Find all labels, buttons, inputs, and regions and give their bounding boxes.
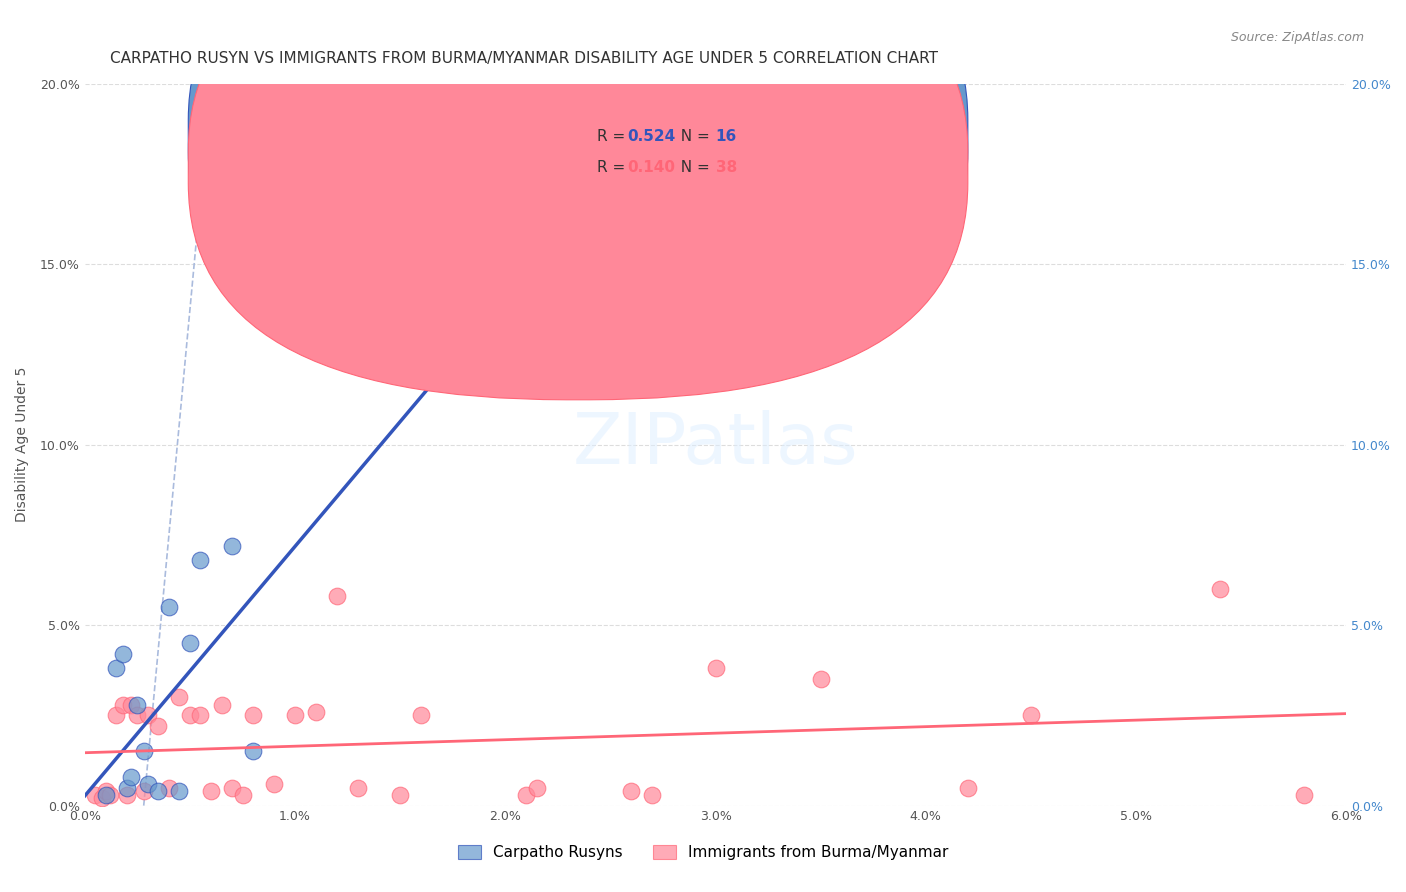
- Point: [120, 698, 142, 712]
- Point: [411, 708, 433, 723]
- Text: 0.140: 0.140: [627, 160, 675, 175]
- Point: [1019, 708, 1042, 723]
- Point: [389, 788, 412, 802]
- Point: [157, 780, 180, 795]
- Point: [326, 589, 349, 603]
- Text: N =: N =: [672, 160, 716, 175]
- Y-axis label: Disability Age Under 5: Disability Age Under 5: [15, 367, 30, 522]
- FancyBboxPatch shape: [546, 95, 880, 195]
- Text: N =: N =: [672, 128, 716, 144]
- Point: [641, 788, 664, 802]
- Text: Source: ZipAtlas.com: Source: ZipAtlas.com: [1230, 31, 1364, 45]
- Point: [115, 780, 138, 795]
- Point: [132, 744, 155, 758]
- Point: [148, 784, 170, 798]
- Point: [704, 661, 727, 675]
- Point: [810, 672, 832, 686]
- Text: R =: R =: [598, 160, 630, 175]
- Text: R =: R =: [598, 128, 630, 144]
- Point: [94, 784, 117, 798]
- Point: [115, 788, 138, 802]
- Point: [157, 600, 180, 615]
- Point: [305, 705, 328, 719]
- Point: [242, 744, 264, 758]
- Point: [111, 647, 134, 661]
- Point: [136, 777, 159, 791]
- Point: [956, 780, 979, 795]
- Point: [127, 708, 149, 723]
- FancyBboxPatch shape: [188, 0, 967, 400]
- Point: [127, 698, 149, 712]
- Text: CARPATHO RUSYN VS IMMIGRANTS FROM BURMA/MYANMAR DISABILITY AGE UNDER 5 CORRELATI: CARPATHO RUSYN VS IMMIGRANTS FROM BURMA/…: [110, 51, 938, 66]
- Point: [263, 777, 285, 791]
- Text: 38: 38: [716, 160, 737, 175]
- Point: [242, 708, 264, 723]
- Point: [1294, 788, 1316, 802]
- Point: [221, 780, 243, 795]
- Point: [451, 311, 474, 326]
- Point: [169, 784, 191, 798]
- Point: [132, 784, 155, 798]
- Point: [136, 708, 159, 723]
- FancyBboxPatch shape: [188, 0, 967, 368]
- Point: [98, 788, 121, 802]
- Point: [169, 690, 191, 705]
- Point: [515, 788, 537, 802]
- Point: [94, 788, 117, 802]
- Point: [90, 791, 112, 805]
- Point: [620, 784, 643, 798]
- Point: [105, 708, 128, 723]
- Legend: Carpatho Rusyns, Immigrants from Burma/Myanmar: Carpatho Rusyns, Immigrants from Burma/M…: [451, 839, 955, 866]
- Point: [179, 708, 201, 723]
- Text: 16: 16: [716, 128, 737, 144]
- Point: [200, 784, 222, 798]
- Point: [1209, 582, 1232, 596]
- Point: [84, 788, 107, 802]
- Point: [347, 780, 370, 795]
- Text: ZIPatlas: ZIPatlas: [572, 410, 859, 479]
- Point: [190, 553, 212, 567]
- Point: [111, 698, 134, 712]
- Point: [190, 708, 212, 723]
- Point: [526, 780, 548, 795]
- Point: [221, 539, 243, 553]
- Point: [148, 719, 170, 733]
- Point: [179, 636, 201, 650]
- Text: 0.524: 0.524: [627, 128, 675, 144]
- Point: [120, 770, 142, 784]
- Point: [284, 708, 307, 723]
- Point: [211, 698, 233, 712]
- Point: [105, 661, 128, 675]
- Point: [231, 788, 253, 802]
